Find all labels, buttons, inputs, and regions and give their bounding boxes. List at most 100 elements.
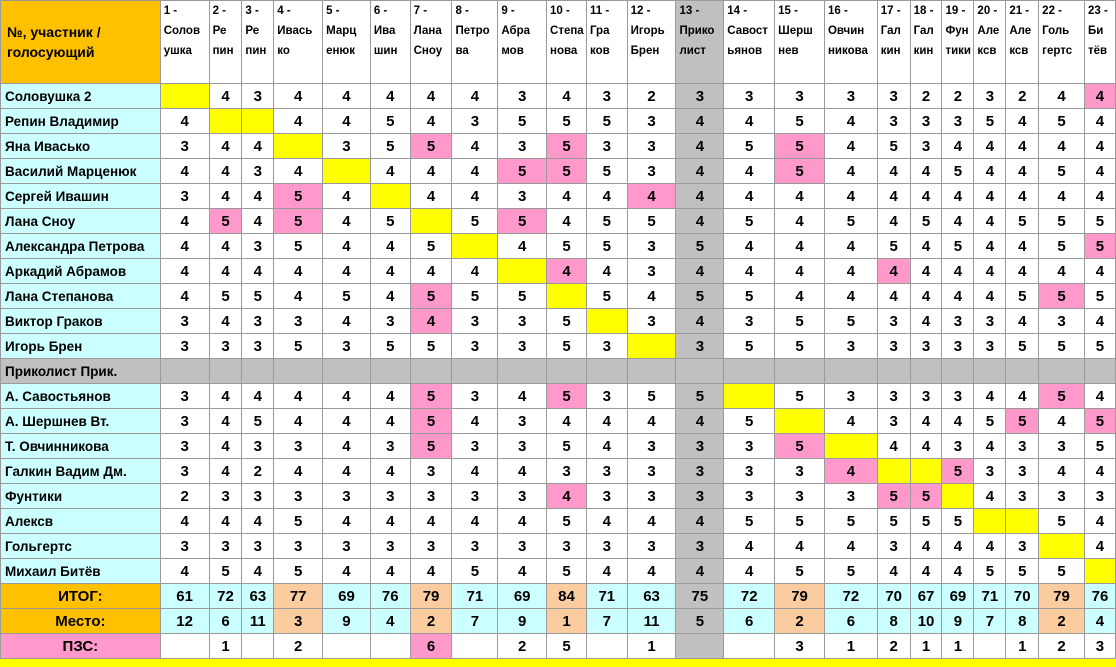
score-cell: 5 [1038, 283, 1085, 309]
score-cell: 3 [774, 83, 825, 109]
score-cell: 4 [322, 108, 371, 134]
score-cell: 3 [159, 533, 210, 559]
score-cell: 4 [675, 308, 725, 334]
score-cell: 4 [941, 133, 975, 159]
score-cell: 3 [159, 308, 210, 334]
column-header-line: пин [245, 45, 267, 57]
column-header: 4 - Ивась ко [273, 0, 324, 84]
score-cell: 3 [497, 83, 548, 109]
score-cell: 3 [497, 333, 548, 359]
score-cell: 4 [823, 283, 878, 309]
score-cell: 4 [973, 483, 1007, 509]
score-cell: 3 [909, 383, 943, 409]
score-cell: 5 [876, 133, 911, 159]
score-cell: 5 [774, 383, 825, 409]
score-cell: 5 [208, 558, 243, 584]
score-cell: 4 [369, 408, 411, 434]
score-cell: 3 [241, 83, 275, 109]
score-cell: 5 [823, 558, 878, 584]
score-cell: 6 [208, 608, 243, 634]
score-cell: 3 [159, 133, 210, 159]
score-cell: 4 [675, 183, 725, 209]
score-cell [585, 633, 628, 659]
score-cell: 5 [876, 508, 911, 534]
score-cell: 1 [1005, 633, 1040, 659]
score-cell: 5 [1083, 208, 1116, 234]
score-cell: 4 [159, 108, 210, 134]
score-cell: 3 [585, 533, 628, 559]
score-cell: 9 [322, 608, 371, 634]
column-header-line: 13 - [679, 5, 700, 17]
score-cell: 3 [876, 383, 911, 409]
score-cell: 4 [369, 558, 411, 584]
score-cell: 69 [941, 583, 975, 609]
score-cell: 3 [723, 483, 776, 509]
score-cell: 4 [941, 408, 975, 434]
row-label: ПЗС: [0, 633, 161, 659]
score-cell: 4 [322, 558, 371, 584]
score-cell: 3 [626, 108, 677, 134]
row-label: Яна Ивасько [0, 133, 161, 159]
table-row: Яна Ивасько 3 4 4 3 5 5 4 3 5 3 3 4 5 5 4 5 3 4 4 4 4 4 [0, 133, 1116, 159]
score-cell: 4 [369, 83, 411, 109]
table-row: Лана Сноу 4 5 4 5 4 5 5 5 4 5 5 4 5 4 5 4 5 4 4 5 5 5 [0, 208, 1116, 234]
row-label: Алексв [0, 508, 161, 534]
row-label: Лана Сноу [0, 208, 161, 234]
score-cell [941, 358, 975, 384]
column-header-line: ва [455, 45, 469, 57]
score-cell: 4 [823, 458, 878, 484]
score-cell: 4 [322, 83, 371, 109]
score-cell: 3 [723, 83, 776, 109]
score-cell [241, 358, 275, 384]
table-row: Фунтики 2 3 3 3 3 3 3 3 3 4 3 3 3 3 3 3 5 5 4 3 3 3 [0, 483, 1116, 509]
score-cell: 5 [774, 133, 825, 159]
score-cell [909, 458, 943, 484]
score-cell: 2 [409, 608, 453, 634]
score-cell: 3 [774, 633, 825, 659]
score-cell: 4 [159, 208, 210, 234]
score-cell: 3 [876, 408, 911, 434]
score-cell: 4 [585, 183, 628, 209]
score-cell: 5 [1005, 283, 1040, 309]
score-cell: 3 [626, 308, 677, 334]
column-header-line: 21 - [1009, 5, 1030, 17]
column-header-line: ков [589, 45, 610, 57]
score-cell: 5 [675, 383, 725, 409]
score-cell: 9 [941, 608, 975, 634]
score-cell: 3 [451, 108, 499, 134]
score-cell: 4 [369, 458, 411, 484]
score-cell: 4 [1005, 233, 1040, 259]
score-cell: 4 [241, 133, 275, 159]
column-header: 10 - Степа нова [546, 0, 587, 84]
score-cell: 4 [941, 208, 975, 234]
score-cell: 71 [451, 583, 499, 609]
score-cell: 76 [1083, 583, 1116, 609]
score-cell [273, 133, 324, 159]
score-cell: 4 [451, 408, 499, 434]
score-cell: 4 [159, 508, 210, 534]
score-cell: 5 [322, 283, 371, 309]
score-cell: 5 [1038, 208, 1085, 234]
score-cell: 4 [369, 233, 411, 259]
column-header-line: Гал [880, 25, 901, 37]
score-cell [823, 433, 878, 459]
column-header-line: 16 - [827, 5, 848, 17]
score-cell: 5 [723, 333, 776, 359]
score-cell: 4 [273, 383, 324, 409]
score-cell: 3 [675, 83, 725, 109]
score-cell [546, 358, 587, 384]
score-cell: 3 [626, 483, 677, 509]
score-cell: 63 [241, 583, 275, 609]
row-label: Соловушка 2 [0, 83, 161, 109]
score-cell [241, 633, 275, 659]
row-label: Галкин Вадим Дм. [0, 458, 161, 484]
score-cell: 3 [159, 458, 210, 484]
score-cell: 3 [973, 308, 1007, 334]
score-cell: 5 [1083, 283, 1116, 309]
column-header: 20 - Але ксв [973, 0, 1007, 84]
score-cell: 6 [409, 633, 453, 659]
column-header-line: 3 - [245, 5, 259, 17]
score-cell: 5 [909, 483, 943, 509]
score-cell: 5 [876, 483, 911, 509]
column-header-line: Ивась [277, 25, 313, 37]
